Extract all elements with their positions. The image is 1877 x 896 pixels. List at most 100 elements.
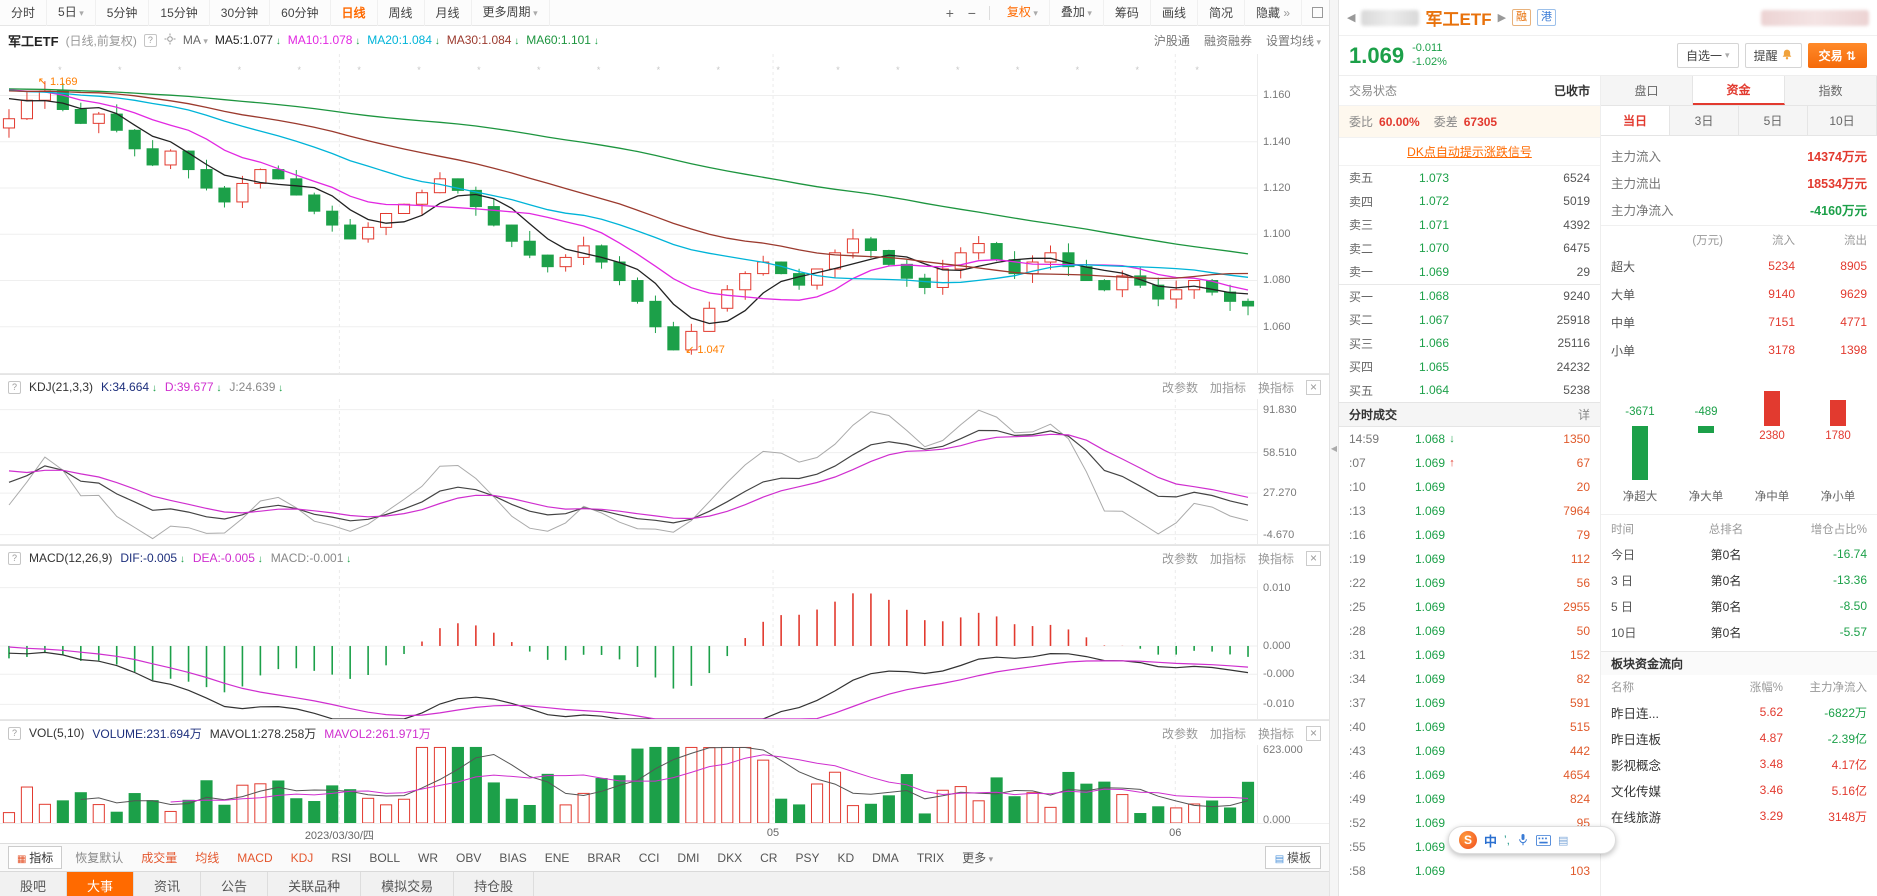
- close-icon[interactable]: [1306, 550, 1321, 566]
- tab-daily[interactable]: 日线: [331, 0, 378, 26]
- view-tab[interactable]: 盘口: [1601, 76, 1693, 105]
- help-icon[interactable]: [8, 551, 21, 565]
- zoom-out-button[interactable]: −: [967, 4, 976, 21]
- tick-row[interactable]: :25 1.069 2955: [1339, 595, 1600, 619]
- indicator-tab[interactable]: TRIX: [908, 851, 953, 865]
- period-tab[interactable]: 当日: [1601, 106, 1670, 135]
- panel-splitter[interactable]: [1330, 0, 1339, 896]
- add-indicator-link[interactable]: 加指标: [1209, 726, 1246, 741]
- tab-5min[interactable]: 5分钟: [96, 0, 150, 26]
- indicator-tab[interactable]: 指标: [8, 846, 63, 869]
- indicator-tab[interactable]: RSI: [322, 851, 360, 865]
- bottom-tab[interactable]: 持仓股: [454, 872, 535, 896]
- buy-level-row[interactable]: 买一 1.068 9240: [1339, 285, 1600, 309]
- tick-row[interactable]: :31 1.069 152: [1339, 643, 1600, 667]
- indicator-tab[interactable]: KDJ: [282, 851, 323, 865]
- close-icon[interactable]: [1306, 725, 1321, 741]
- trade-button[interactable]: 交易: [1807, 43, 1867, 68]
- indicator-tab[interactable]: WR: [409, 851, 447, 865]
- alert-button[interactable]: 提醒: [1744, 43, 1802, 68]
- sell-level-row[interactable]: 卖三 1.071 4392: [1339, 213, 1600, 237]
- add-indicator-link[interactable]: 加指标: [1209, 380, 1246, 395]
- sector-row[interactable]: 影视概念 3.48 4.17亿: [1611, 751, 1867, 777]
- zoom-in-button[interactable]: +: [945, 4, 954, 21]
- ime-menu-icon[interactable]: ▤: [1558, 834, 1569, 847]
- tab-5day[interactable]: 5日: [47, 0, 96, 26]
- macd-plot[interactable]: [0, 570, 1257, 719]
- microphone-icon[interactable]: [1517, 833, 1529, 847]
- indicator-tab[interactable]: 均线: [186, 849, 228, 866]
- tab-15min[interactable]: 15分钟: [149, 0, 210, 26]
- tick-row[interactable]: :28 1.069 50: [1339, 619, 1600, 643]
- ma-settings[interactable]: MA: [183, 33, 208, 47]
- tab-60min[interactable]: 60分钟: [270, 0, 331, 26]
- indicator-tab[interactable]: PSY: [786, 851, 828, 865]
- indicator-tab[interactable]: ENE: [536, 851, 579, 865]
- help-icon[interactable]: [8, 380, 21, 394]
- tick-row[interactable]: :19 1.069 112: [1339, 547, 1600, 571]
- buy-level-row[interactable]: 买五 1.064 5238: [1339, 379, 1600, 403]
- change-params-link[interactable]: 改参数: [1161, 380, 1198, 395]
- period-tab[interactable]: 5日: [1739, 106, 1808, 135]
- adjust-button[interactable]: 复权: [996, 0, 1050, 26]
- draw-line-button[interactable]: 画线: [1151, 0, 1198, 26]
- sector-row[interactable]: 昨日连... 5.62 -6822万: [1611, 699, 1867, 725]
- next-stock-arrow-icon[interactable]: [1498, 11, 1506, 24]
- brief-button[interactable]: 简况: [1198, 0, 1245, 26]
- buy-level-row[interactable]: 买三 1.066 25116: [1339, 332, 1600, 356]
- period-tab[interactable]: 10日: [1808, 106, 1877, 135]
- hide-button[interactable]: 隐藏: [1245, 0, 1302, 26]
- sell-level-row[interactable]: 卖二 1.070 6475: [1339, 237, 1600, 261]
- bottom-tab[interactable]: 大事: [67, 872, 135, 896]
- bottom-tab[interactable]: 资讯: [134, 872, 202, 896]
- indicator-tab[interactable]: BOLL: [360, 851, 409, 865]
- margin-link[interactable]: 融资融券: [1203, 33, 1252, 48]
- bottom-tab[interactable]: 关联品种: [268, 872, 362, 896]
- view-tab[interactable]: 指数: [1785, 76, 1877, 105]
- tab-timeline[interactable]: 分时: [0, 0, 48, 26]
- keyboard-icon[interactable]: [1536, 834, 1552, 846]
- tick-row[interactable]: :22 1.069 56: [1339, 571, 1600, 595]
- change-params-link[interactable]: 改参数: [1161, 726, 1198, 741]
- ime-logo-icon[interactable]: S: [1459, 831, 1477, 849]
- tick-row[interactable]: :07 1.069 ↑ 67: [1339, 451, 1600, 475]
- buy-level-row[interactable]: 买四 1.065 24232: [1339, 355, 1600, 379]
- tick-row[interactable]: :34 1.069 82: [1339, 667, 1600, 691]
- indicator-tab[interactable]: 成交量: [132, 849, 186, 866]
- help-icon[interactable]: [143, 33, 157, 47]
- tick-row[interactable]: :37 1.069 591: [1339, 691, 1600, 715]
- sell-level-row[interactable]: 卖四 1.072 5019: [1339, 190, 1600, 214]
- indicator-tab[interactable]: OBV: [447, 851, 490, 865]
- tick-row[interactable]: :10 1.069 20: [1339, 475, 1600, 499]
- collapse-arrow-icon[interactable]: [1331, 444, 1337, 453]
- fullscreen-icon[interactable]: [1312, 7, 1323, 18]
- tick-row[interactable]: :16 1.069 79: [1339, 523, 1600, 547]
- bottom-tab[interactable]: 模拟交易: [361, 872, 455, 896]
- sell-level-row[interactable]: 卖一 1.069 29: [1339, 260, 1600, 284]
- settings-gear-icon[interactable]: [164, 33, 176, 48]
- tab-weekly[interactable]: 周线: [378, 0, 425, 26]
- indicator-tab[interactable]: CR: [751, 851, 786, 865]
- volume-plot[interactable]: [0, 745, 1257, 823]
- help-icon[interactable]: [8, 726, 21, 740]
- indicator-tab[interactable]: DKX: [708, 851, 751, 865]
- add-indicator-link[interactable]: 加指标: [1209, 551, 1246, 566]
- bottom-tab[interactable]: 公告: [201, 872, 269, 896]
- view-tab[interactable]: 资金: [1693, 76, 1785, 105]
- overlay-button[interactable]: 叠加: [1050, 0, 1104, 26]
- tick-detail-link[interactable]: 详: [1577, 408, 1590, 422]
- sector-row[interactable]: 昨日连板 4.87 -2.39亿: [1611, 725, 1867, 751]
- indicator-tab[interactable]: 更多: [953, 849, 1002, 866]
- tab-monthly[interactable]: 月线: [425, 0, 472, 26]
- chips-button[interactable]: 筹码: [1104, 0, 1151, 26]
- tick-row[interactable]: 14:59 1.068 ↓ 1350: [1339, 427, 1600, 451]
- tab-30min[interactable]: 30分钟: [210, 0, 271, 26]
- candlestick-plot[interactable]: * * * * * * * * * * * * * * * * * * * * ↖ 1.169 ↙ 1.047: [0, 54, 1257, 373]
- kdj-plot[interactable]: [0, 399, 1257, 544]
- indicator-tab[interactable]: KD: [828, 851, 863, 865]
- indicator-tab[interactable]: 恢复默认: [66, 849, 132, 866]
- bottom-tab[interactable]: 股吧: [0, 872, 68, 896]
- sector-row[interactable]: 文化传媒 3.46 5.16亿: [1611, 777, 1867, 803]
- prev-stock-arrow-icon[interactable]: [1347, 11, 1355, 24]
- indicator-tab[interactable]: BIAS: [490, 851, 535, 865]
